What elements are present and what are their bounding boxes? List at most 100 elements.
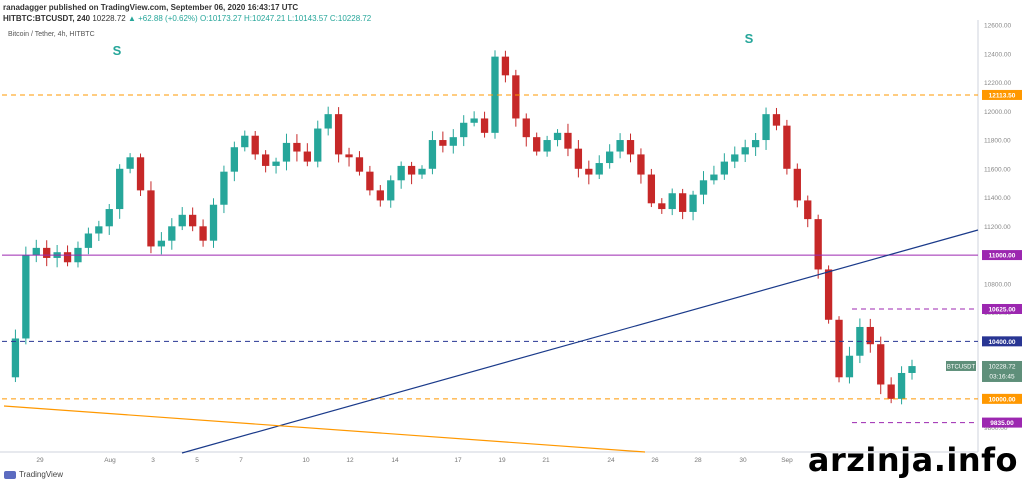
candle-body	[178, 214, 186, 227]
candle-body	[199, 226, 207, 241]
candle-body	[230, 147, 239, 172]
candle-body	[303, 151, 311, 162]
x-tick-label: 14	[391, 457, 399, 464]
level-badge	[982, 303, 1022, 314]
candle-body	[824, 269, 833, 320]
candle-body	[366, 171, 374, 191]
candle-body	[741, 147, 749, 155]
x-tick-label: 10	[302, 457, 310, 464]
candle-body	[845, 355, 854, 378]
candle-body	[272, 161, 280, 166]
candle-body	[439, 140, 447, 146]
candle-body	[637, 154, 645, 175]
candle-body	[147, 190, 155, 247]
candle-body	[574, 148, 583, 169]
candle-body	[168, 226, 176, 241]
low-value: L:10143.57	[287, 14, 328, 23]
candle-body	[63, 252, 72, 263]
candle-body	[595, 163, 603, 175]
x-tick-label: 30	[739, 457, 747, 464]
candle-body	[626, 140, 635, 155]
current-price-label: 10228.72	[988, 363, 1015, 370]
y-tick-label: 12200.00	[984, 80, 1011, 87]
last-price: 10228.72	[92, 14, 126, 23]
current-price-countdown: 03:16:45	[989, 373, 1015, 380]
candle-body	[449, 137, 457, 146]
current-symbol-label: BTCUSDT	[947, 364, 976, 370]
candle-body	[387, 180, 395, 201]
candle-body	[814, 219, 822, 270]
candle-body	[793, 168, 801, 201]
candle-body	[84, 233, 93, 248]
level-badge	[982, 417, 1022, 428]
candle-body	[105, 209, 113, 227]
candle-body	[136, 157, 145, 191]
level-badge	[982, 336, 1022, 347]
level-label: 10400.00	[988, 339, 1015, 346]
candle-body	[282, 142, 291, 162]
level-badge	[982, 250, 1022, 261]
candle-body	[658, 203, 666, 210]
x-tick-label: 17	[454, 457, 462, 464]
x-tick-label: 19	[498, 457, 506, 464]
candle-body	[470, 118, 478, 123]
x-tick-label: 28	[694, 457, 702, 464]
candle-body	[897, 372, 906, 399]
candle-body	[314, 128, 322, 162]
tradingview-logo-text: TradingView	[19, 470, 64, 479]
candle-body	[480, 118, 489, 133]
tradingview-icon	[4, 470, 16, 479]
candle-body	[720, 161, 728, 175]
candle-body	[585, 168, 593, 175]
s-marker: S	[745, 31, 754, 46]
trendline-rising	[181, 229, 979, 454]
x-tick-label: 3	[151, 457, 155, 464]
candle-body	[762, 114, 770, 141]
x-tick-label: 24	[607, 457, 615, 464]
tradingview-logo: TradingView	[4, 470, 63, 479]
x-tick-label: 21	[542, 457, 550, 464]
candle-body	[334, 114, 343, 155]
candles	[11, 50, 916, 405]
x-tick-label: 29	[36, 457, 44, 464]
author-line: ranadagger published on TradingView.com,…	[3, 3, 299, 12]
candle-body	[783, 125, 791, 169]
level-label: 10625.00	[988, 306, 1015, 313]
candle-body	[908, 366, 916, 373]
candle-body	[491, 56, 499, 133]
candle-body	[501, 56, 510, 76]
candle-body	[731, 154, 739, 162]
candle-body	[606, 151, 614, 164]
y-tick-label: 11800.00	[984, 138, 1011, 145]
x-tick-label: Aug	[104, 457, 116, 464]
candle-body	[407, 165, 416, 175]
candle-body	[804, 200, 812, 220]
high-value: H:10247.21	[244, 14, 286, 23]
candle-body	[564, 132, 572, 149]
candle-body	[689, 194, 697, 212]
candle-body	[772, 114, 781, 126]
y-tick-label: 11400.00	[984, 195, 1011, 202]
level-label: 11000.00	[989, 253, 1016, 260]
candle-body	[376, 190, 384, 201]
candle-body	[460, 122, 468, 138]
open-value: O:10173.27	[199, 14, 242, 23]
level-label: 9835.00	[990, 420, 1014, 427]
candle-body	[126, 157, 134, 169]
candle-body	[345, 154, 353, 158]
candle-body	[251, 135, 259, 155]
x-tick-label: 12	[346, 457, 354, 464]
candle-body	[43, 247, 51, 258]
candle-body	[877, 344, 885, 385]
candle-body	[522, 118, 530, 138]
candle-body	[355, 157, 364, 172]
candle-body	[710, 174, 718, 181]
candle-body	[116, 168, 124, 210]
close-value: C:10228.72	[329, 14, 372, 23]
candle-body	[397, 165, 405, 181]
x-tick-label: 7	[239, 457, 243, 464]
candle-body	[293, 142, 301, 152]
candle-body	[553, 132, 562, 141]
x-tick-label: Sep	[781, 457, 793, 464]
